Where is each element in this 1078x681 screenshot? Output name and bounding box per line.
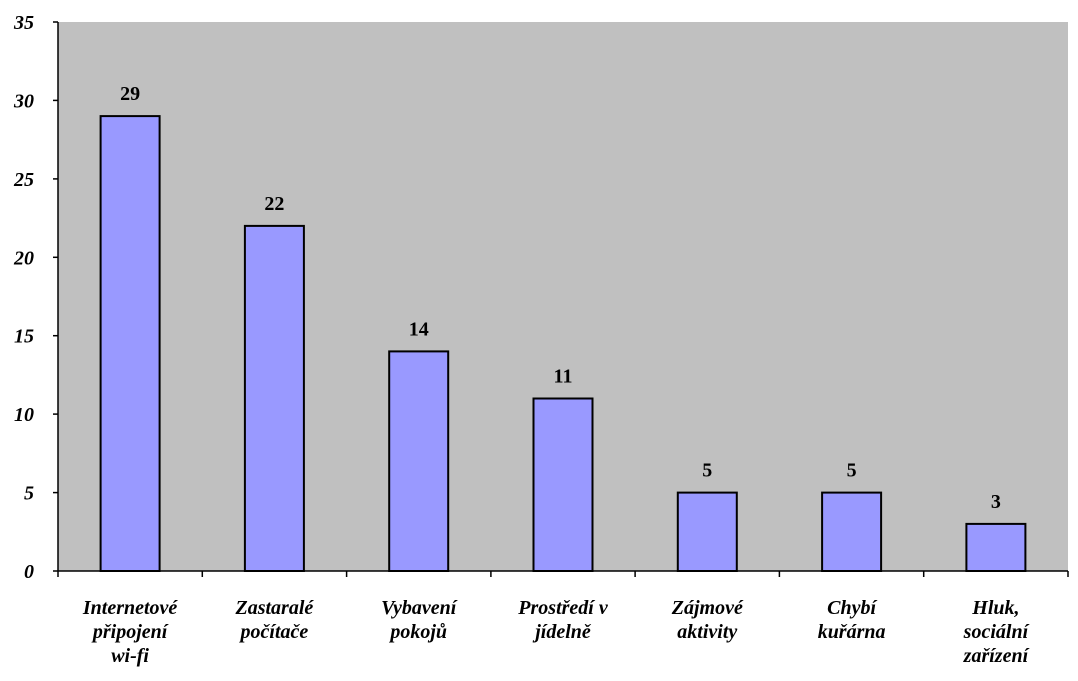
bar-3 bbox=[388, 350, 450, 572]
axis-layer bbox=[53, 21, 1069, 577]
data-label-5: 5 bbox=[702, 460, 712, 482]
bar-5 bbox=[676, 491, 738, 573]
x-tick-label-7: Hluk, sociální zařízení bbox=[963, 597, 1030, 667]
data-label-6: 5 bbox=[847, 460, 857, 482]
y-tick-label-35: 35 bbox=[13, 12, 34, 34]
y-tick-label-15: 15 bbox=[14, 326, 34, 348]
bar-7 bbox=[965, 522, 1027, 573]
x-tick-label-3: Vybavení pokojů bbox=[381, 597, 458, 643]
x-tick-label-2: Zastaralé počítače bbox=[235, 597, 315, 643]
y-tick-label-30: 30 bbox=[13, 90, 34, 112]
bar-6 bbox=[821, 491, 883, 573]
y-tick-label-25: 25 bbox=[13, 169, 34, 191]
bar-1 bbox=[99, 115, 161, 572]
data-label-3: 14 bbox=[409, 318, 429, 340]
y-tick-label-10: 10 bbox=[14, 404, 34, 426]
bars-layer bbox=[99, 115, 1027, 573]
x-tick-label-5: Zájmové aktivity bbox=[671, 597, 744, 643]
x-tick-label-6: Chybí kuřárna bbox=[818, 597, 886, 643]
data-label-2: 22 bbox=[264, 193, 284, 215]
x-tick-label-1: Internetové připojení wi-fi bbox=[82, 597, 179, 667]
data-label-4: 11 bbox=[554, 366, 573, 388]
bar-2 bbox=[243, 224, 305, 572]
data-label-7: 3 bbox=[991, 491, 1001, 513]
bar-4 bbox=[532, 397, 594, 572]
labels-layer: 29 Internetové připojení wi-fi 22 Zastaralé po… bbox=[13, 12, 1030, 667]
data-label-1: 29 bbox=[120, 83, 140, 105]
y-tick-label-0: 0 bbox=[24, 561, 34, 583]
y-tick-label-5: 5 bbox=[24, 483, 34, 505]
y-tick-label-20: 20 bbox=[13, 247, 34, 269]
x-tick-label-4: Prostředí v jídelně bbox=[517, 597, 609, 643]
